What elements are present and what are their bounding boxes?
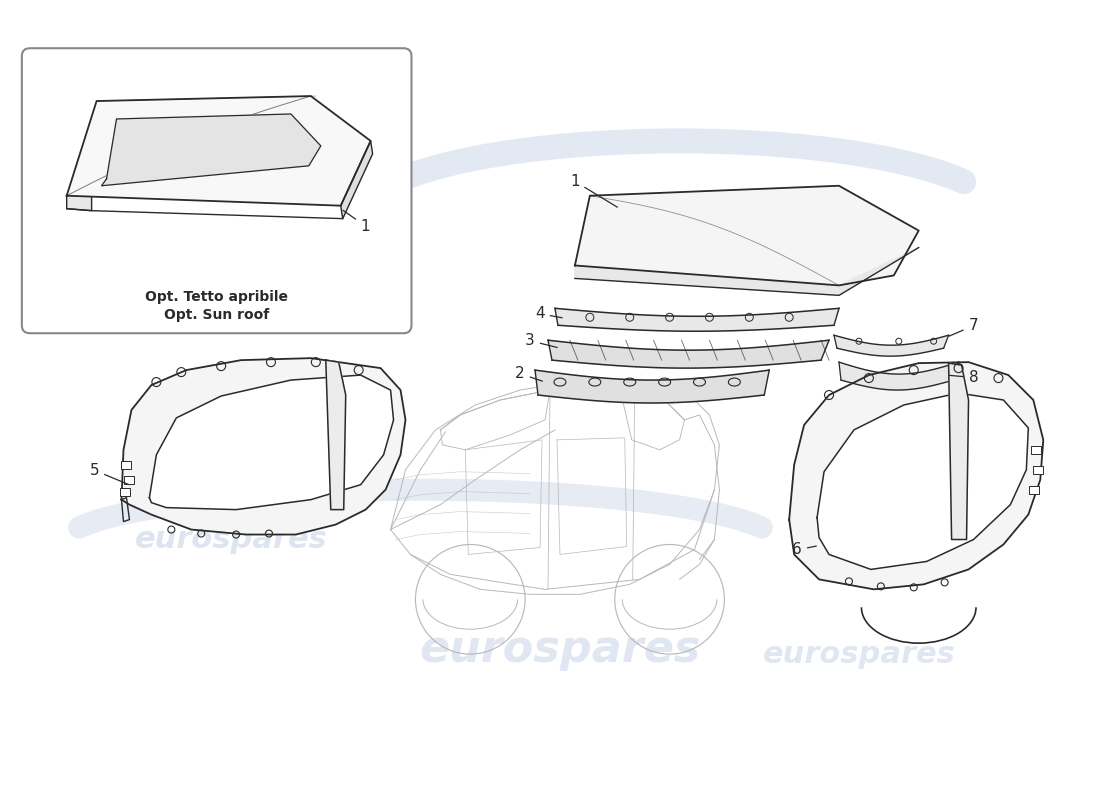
- Text: 5: 5: [89, 462, 129, 485]
- Bar: [124, 476, 134, 484]
- Bar: [1032, 446, 1042, 454]
- Text: 1: 1: [570, 174, 617, 207]
- Text: 7: 7: [949, 318, 978, 336]
- Polygon shape: [67, 196, 91, 210]
- Polygon shape: [834, 335, 948, 356]
- Polygon shape: [556, 308, 839, 331]
- Text: 3: 3: [525, 333, 558, 348]
- Text: eurospares: eurospares: [134, 525, 328, 554]
- Polygon shape: [535, 370, 769, 403]
- Polygon shape: [575, 247, 918, 295]
- Polygon shape: [121, 358, 406, 534]
- Text: eurospares: eurospares: [762, 640, 955, 669]
- Text: 2: 2: [515, 366, 542, 381]
- Text: eurospares: eurospares: [419, 628, 701, 670]
- Polygon shape: [839, 362, 958, 390]
- Polygon shape: [548, 340, 829, 368]
- Polygon shape: [326, 360, 345, 510]
- Polygon shape: [575, 186, 918, 286]
- Text: 4: 4: [535, 306, 562, 322]
- Polygon shape: [150, 375, 394, 510]
- Polygon shape: [101, 114, 321, 186]
- Bar: [121, 488, 131, 496]
- Text: eurospares: eurospares: [588, 244, 870, 287]
- Text: 8: 8: [949, 370, 978, 385]
- Polygon shape: [817, 393, 1028, 570]
- Bar: [121, 461, 132, 469]
- Text: 6: 6: [792, 542, 816, 558]
- Bar: [1030, 486, 1040, 494]
- Polygon shape: [789, 362, 1043, 590]
- Polygon shape: [948, 363, 968, 539]
- Text: Opt. Sun roof: Opt. Sun roof: [164, 308, 268, 322]
- Text: Opt. Tetto apribile: Opt. Tetto apribile: [145, 290, 288, 304]
- Polygon shape: [341, 141, 373, 218]
- FancyBboxPatch shape: [22, 48, 411, 334]
- Bar: [1033, 466, 1043, 474]
- Polygon shape: [67, 96, 371, 206]
- Text: 1: 1: [343, 210, 371, 234]
